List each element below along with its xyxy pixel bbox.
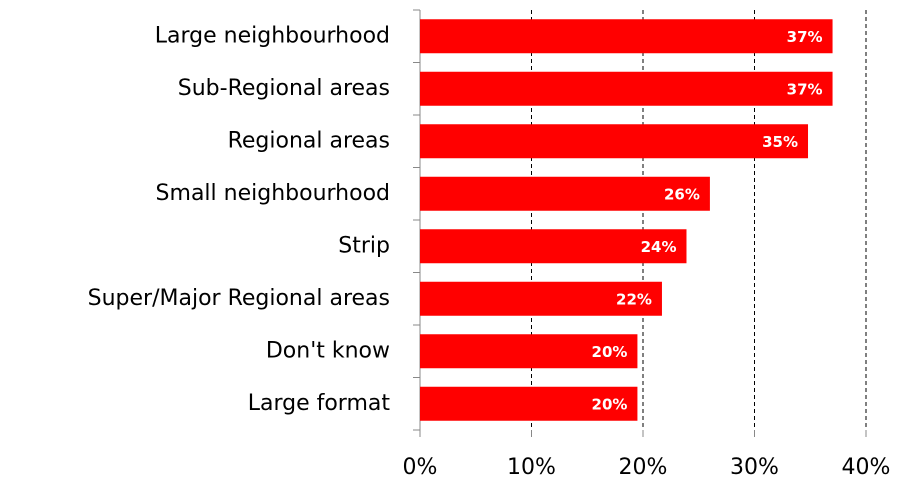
x-tick-label: 30% — [730, 455, 779, 480]
category-label: Don't know — [266, 338, 390, 363]
value-label: 20% — [592, 395, 628, 413]
value-label: 37% — [787, 80, 823, 98]
category-label: Large format — [248, 391, 391, 416]
category-label: Regional areas — [228, 128, 390, 153]
bar — [420, 124, 809, 159]
category-label: Super/Major Regional areas — [88, 286, 390, 311]
value-label: 24% — [641, 238, 677, 256]
x-tick-label: 40% — [842, 455, 891, 480]
bar — [420, 334, 638, 369]
value-label: 26% — [664, 185, 700, 203]
bar — [420, 386, 638, 421]
category-label: Sub-Regional areas — [178, 76, 390, 101]
x-tick-label: 10% — [507, 455, 556, 480]
x-tick-label: 20% — [619, 455, 668, 480]
x-tick-label: 0% — [403, 455, 438, 480]
bar — [420, 71, 833, 106]
value-label: 35% — [762, 133, 798, 151]
category-label: Large neighbourhood — [155, 23, 390, 48]
bar — [420, 229, 687, 264]
bar — [420, 281, 662, 316]
value-label: 22% — [616, 290, 652, 308]
category-label: Small neighbourhood — [156, 181, 390, 206]
category-label: Strip — [338, 233, 390, 258]
bar — [420, 19, 833, 54]
value-label: 20% — [592, 343, 628, 361]
bar — [420, 176, 710, 211]
value-label: 37% — [787, 28, 823, 46]
